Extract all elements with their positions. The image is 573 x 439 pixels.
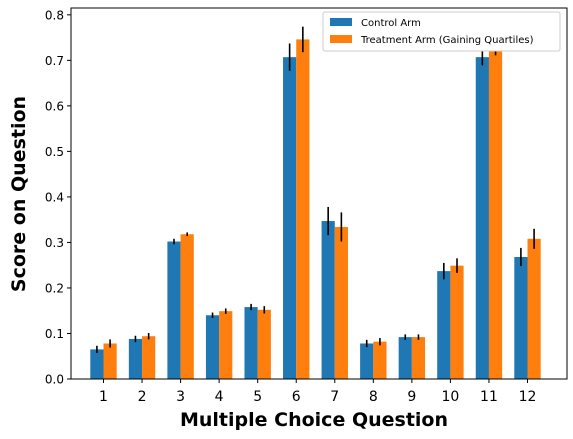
bar-control-q11 xyxy=(475,57,489,379)
x-tick-label: 6 xyxy=(292,389,301,405)
bar-treatment-q9 xyxy=(411,337,426,379)
x-tick-label: 3 xyxy=(176,389,185,405)
bar-control-q5 xyxy=(244,307,258,379)
y-tick-label: 0.0 xyxy=(45,373,64,387)
bar-control-q10 xyxy=(437,271,451,379)
error-bars-layer xyxy=(96,26,535,354)
x-tick-label: 2 xyxy=(138,389,147,405)
x-axis-label: Multiple Choice Question xyxy=(180,409,448,431)
bars-layer xyxy=(90,39,541,380)
bar-control-q12 xyxy=(514,257,528,379)
legend-label-treatment: Treatment Arm (Gaining Quartiles) xyxy=(360,35,534,46)
bar-treatment-q10 xyxy=(450,265,464,379)
bar-control-q8 xyxy=(360,343,374,379)
x-tick-label: 4 xyxy=(215,389,224,405)
bar-treatment-q7 xyxy=(334,226,348,379)
x-tick-label: 7 xyxy=(330,389,339,405)
y-tick-label: 0.3 xyxy=(45,236,64,250)
bar-treatment-q8 xyxy=(373,341,387,379)
legend-swatch-control xyxy=(330,18,352,26)
x-tick-label: 11 xyxy=(480,389,498,405)
y-axis-label: Score on Question xyxy=(8,96,30,292)
bar-treatment-q3 xyxy=(180,234,194,379)
legend: Control Arm Treatment Arm (Gaining Quart… xyxy=(322,11,561,52)
bar-treatment-q1 xyxy=(103,343,117,379)
bar-control-q2 xyxy=(128,338,143,379)
y-tick-label: 0.5 xyxy=(45,145,64,159)
x-tick-label: 5 xyxy=(253,389,262,405)
y-tick-label: 0.1 xyxy=(45,327,64,341)
x-axis: 1 2 3 4 5 6 7 8 9 10 11 12 xyxy=(99,379,536,405)
bar-control-q6 xyxy=(283,57,297,379)
plot-frame xyxy=(70,7,568,380)
bar-treatment-q4 xyxy=(219,311,233,379)
x-tick-label: 12 xyxy=(519,389,537,405)
x-tick-label: 9 xyxy=(407,389,416,405)
bar-control-q4 xyxy=(205,315,220,379)
bar-control-q9 xyxy=(398,337,412,379)
x-tick-label: 10 xyxy=(441,389,459,405)
x-tick-label: 1 xyxy=(99,389,108,405)
bar-treatment-q2 xyxy=(142,336,156,379)
y-tick-label: 0.7 xyxy=(45,54,64,68)
y-axis: 0.0 0.1 0.2 0.3 0.4 0.5 0.6 0.7 0.8 xyxy=(45,8,71,387)
legend-swatch-treatment xyxy=(330,35,352,43)
bar-treatment-q11 xyxy=(488,48,503,380)
x-tick-label: 8 xyxy=(369,389,378,405)
bar-control-q3 xyxy=(167,241,181,379)
y-tick-label: 0.2 xyxy=(45,281,64,295)
bar-control-q7 xyxy=(321,221,335,379)
bar-treatment-q5 xyxy=(257,309,271,379)
bar-treatment-q6 xyxy=(296,39,310,379)
bar-control-q1 xyxy=(90,349,104,379)
y-tick-label: 0.4 xyxy=(45,190,64,204)
y-tick-label: 0.6 xyxy=(45,99,64,113)
bar-treatment-q12 xyxy=(527,238,541,379)
y-tick-label: 0.8 xyxy=(45,8,64,22)
legend-label-control: Control Arm xyxy=(361,18,421,29)
legend-box xyxy=(322,11,561,52)
